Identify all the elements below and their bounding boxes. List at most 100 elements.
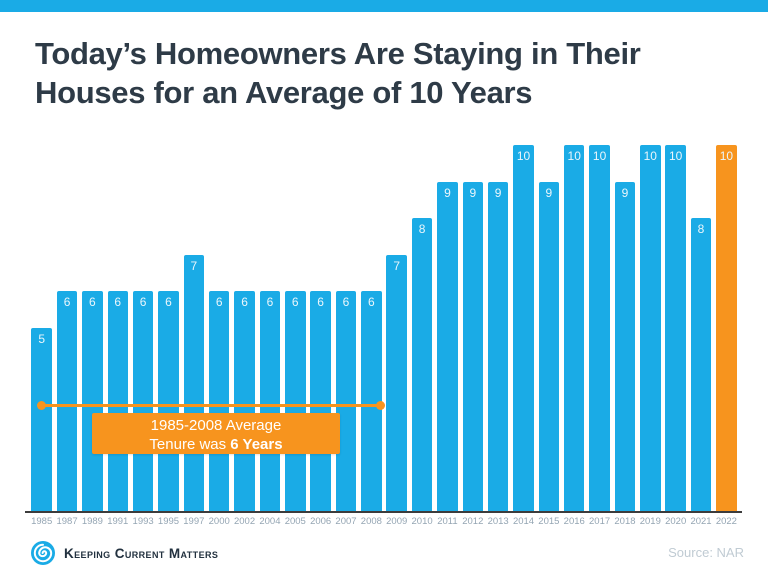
bar-cell: 6 [156, 145, 181, 511]
x-tick-1997: 1997 [183, 516, 205, 527]
bar-value-label: 10 [516, 149, 531, 163]
bar-2011: 9 [437, 181, 458, 511]
bar-cell: 10 [663, 145, 688, 511]
x-tick-2018: 2018 [614, 516, 636, 527]
bar-2021: 8 [690, 218, 712, 511]
bar-value-label: 6 [63, 295, 71, 310]
bar-value-label: 9 [621, 185, 629, 200]
bar-cell: 6 [283, 145, 308, 511]
bar-2018: 9 [614, 181, 636, 511]
bar-2015: 9 [538, 181, 560, 511]
brand-name: Keeping Current Matters [64, 545, 219, 561]
bar-2004: 6 [259, 291, 281, 511]
x-tick-1989: 1989 [81, 516, 103, 527]
x-tick-2009: 2009 [386, 516, 408, 527]
bar-1991: 6 [107, 291, 128, 511]
bar-2019: 10 [640, 145, 661, 511]
bar-1987: 6 [56, 291, 78, 511]
span-line-left-dot-icon [37, 401, 46, 410]
bar-cell: 5 [29, 145, 54, 511]
bar-value-label: 6 [89, 295, 96, 310]
bar-2020: 10 [665, 145, 686, 511]
bar-1995: 6 [158, 291, 179, 511]
x-tick-1991: 1991 [107, 516, 129, 527]
bar-2008: 6 [361, 291, 382, 511]
top-accent-bar [0, 0, 768, 12]
x-tick-2010: 2010 [411, 516, 433, 527]
bar-value-label: 6 [342, 295, 350, 310]
x-tick-2022: 2022 [715, 516, 737, 527]
bar-cell: 6 [54, 145, 79, 511]
brand-lockup: Keeping Current Matters [30, 540, 218, 566]
x-tick-1987: 1987 [56, 516, 78, 527]
span-line-right-dot-icon [376, 401, 385, 410]
average-span-line [37, 401, 385, 410]
bar-value-label: 6 [215, 295, 223, 310]
x-tick-2014: 2014 [512, 516, 535, 527]
x-tick-2000: 2000 [208, 516, 230, 527]
source-attribution: Source: NAR [668, 545, 744, 560]
bar-cell: 6 [80, 145, 105, 511]
bar-cell: 6 [130, 145, 155, 511]
bar-value-label: 10 [643, 149, 657, 163]
bar-value-label: 10 [567, 149, 581, 163]
bar-2009: 7 [386, 254, 407, 511]
bar-cell: 6 [257, 145, 282, 511]
bar-value-label: 9 [469, 185, 477, 200]
x-tick-2007: 2007 [335, 516, 357, 527]
kcm-swirl-logo-icon [31, 541, 55, 565]
bar-value-label: 9 [494, 185, 502, 200]
bar-1989: 6 [82, 291, 103, 511]
bar-value-label: 10 [719, 149, 734, 163]
x-tick-2015: 2015 [538, 516, 560, 527]
bar-value-label: 6 [139, 295, 147, 310]
bar-value-label: 9 [545, 185, 553, 200]
x-tick-1995: 1995 [157, 516, 180, 527]
x-tick-2008: 2008 [360, 516, 382, 527]
bar-2022: 10 [716, 145, 737, 511]
bar-cell: 10 [714, 145, 739, 511]
x-axis-line [25, 511, 742, 513]
bar-1985: 5 [31, 328, 52, 511]
bar-value-label: 5 [38, 332, 46, 346]
x-tick-2002: 2002 [233, 516, 256, 527]
bar-cell: 9 [460, 145, 485, 511]
bar-cell: 8 [688, 145, 713, 511]
bar-2013: 9 [487, 181, 509, 511]
bar-cell: 6 [333, 145, 358, 511]
bar-2017: 10 [589, 145, 610, 511]
x-tick-1985: 1985 [31, 516, 53, 527]
bar-value-label: 8 [418, 222, 426, 237]
x-tick-2013: 2013 [487, 516, 509, 527]
bar-2016: 10 [563, 145, 585, 511]
bar-1997: 7 [183, 254, 205, 511]
bar-cell: 8 [409, 145, 434, 511]
bar-cell: 6 [105, 145, 130, 511]
bar-cell: 6 [232, 145, 257, 511]
bar-value-label: 6 [114, 295, 122, 310]
bar-value-label: 6 [165, 295, 172, 310]
bar-cell: 7 [384, 145, 409, 511]
x-tick-2005: 2005 [284, 516, 306, 527]
bar-chart: 5 6 6 6 6 6 7 6 6 6 6 6 6 6 7 8 9 9 9 10 9 10 10 9 10 10 8 10 1985-… [25, 145, 742, 513]
bar-2005: 6 [285, 291, 306, 511]
bar-value-label: 8 [697, 222, 705, 237]
bar-2006: 6 [310, 291, 331, 511]
bars-row: 5 6 6 6 6 6 7 6 6 6 6 6 6 6 7 8 9 9 9 10 9 10 10 9 10 10 8 10 [29, 145, 739, 511]
x-tick-2016: 2016 [563, 516, 585, 527]
bar-2014: 10 [513, 145, 534, 511]
x-tick-2017: 2017 [589, 516, 611, 527]
bar-value-label: 6 [266, 295, 274, 310]
x-tick-2011: 2011 [437, 516, 458, 527]
bar-value-label: 10 [592, 149, 607, 163]
bar-cell: 9 [536, 145, 561, 511]
bar-cell: 6 [359, 145, 384, 511]
bar-value-label: 10 [668, 149, 683, 163]
x-tick-2004: 2004 [259, 516, 281, 527]
bar-2012: 9 [462, 181, 484, 511]
bar-value-label: 7 [393, 258, 401, 273]
bar-cell: 6 [207, 145, 232, 511]
x-tick-2021: 2021 [690, 516, 712, 527]
callout-line1: 1985-2008 Average [150, 417, 282, 434]
